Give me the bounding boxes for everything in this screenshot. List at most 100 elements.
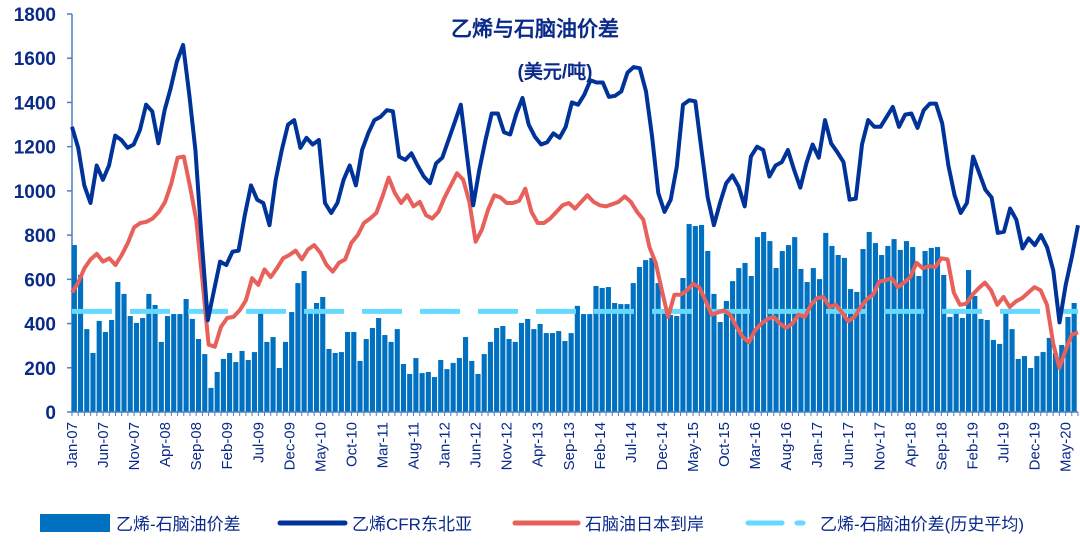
spread-bar <box>736 268 742 412</box>
spread-bar <box>754 237 760 412</box>
spread-bar <box>90 352 96 412</box>
spread-bar <box>146 293 152 412</box>
spread-bar <box>109 320 115 412</box>
spread-bar <box>158 341 164 412</box>
spread-bar <box>885 245 891 412</box>
line-series <box>70 43 1080 370</box>
x-tick-label: Dec-14 <box>654 422 671 470</box>
spread-bar <box>382 335 388 412</box>
spread-bar <box>351 331 357 412</box>
spread-bar <box>494 327 500 412</box>
spread-bar <box>357 360 363 412</box>
spread-bar <box>214 371 220 412</box>
spread-bar <box>872 243 878 412</box>
spread-bar <box>84 329 90 412</box>
spread-bar <box>450 362 456 412</box>
spread-bar <box>618 304 624 412</box>
chart-subtitle: (美元/吨) <box>518 60 593 83</box>
spread-bar <box>934 247 941 412</box>
spread-bar <box>121 293 127 412</box>
x-tick-label: Jan-07 <box>64 422 81 468</box>
x-tick-label: Jan-12 <box>437 422 454 468</box>
spread-bar <box>928 247 934 412</box>
spread-bar <box>556 331 562 412</box>
spread-bar <box>313 302 320 412</box>
spread-bar <box>612 302 618 412</box>
spread-bar <box>854 291 860 412</box>
spread-bar <box>730 281 736 412</box>
spread-bar <box>624 304 630 412</box>
legend-label-naphtha: 石脑油日本到岸 <box>585 515 704 534</box>
spread-bar <box>910 247 916 412</box>
spread-bar <box>1046 337 1052 412</box>
spread-bar <box>903 241 910 412</box>
spread-bar <box>1065 316 1071 412</box>
naphtha-line <box>70 154 1079 370</box>
x-tick-label: Jul-19 <box>995 422 1012 463</box>
spread-bar <box>966 270 972 412</box>
x-tick-label: Sep-18 <box>933 422 950 470</box>
spread-bar <box>531 329 537 412</box>
x-tick-label: Jun-17 <box>840 422 857 468</box>
spread-bar <box>245 360 251 412</box>
spread-bar <box>171 314 177 412</box>
spread-bar <box>581 314 587 412</box>
spread-bar <box>177 314 183 412</box>
y-tick-label: 600 <box>24 270 56 291</box>
y-tick-label: 1200 <box>14 138 56 159</box>
y-tick-label: 1600 <box>14 49 56 70</box>
x-tick-label: Nov-07 <box>126 422 143 470</box>
spread-bar <box>1059 345 1065 412</box>
spread-bar <box>202 354 208 412</box>
spread-bar <box>916 276 922 412</box>
y-tick-label: 800 <box>24 226 56 247</box>
spread-bar <box>1052 352 1059 412</box>
spread-bar <box>1028 367 1034 412</box>
y-tick-label: 1000 <box>14 182 56 203</box>
spread-bar <box>332 352 338 412</box>
spread-bar <box>1071 302 1077 412</box>
spread-bar <box>431 377 438 412</box>
y-tick-label: 200 <box>24 359 56 380</box>
spread-bar <box>195 339 202 412</box>
spread-bar <box>972 295 978 412</box>
spread-bar <box>587 314 593 412</box>
spread-bar <box>990 339 996 412</box>
spread-bar <box>301 270 307 412</box>
spread-bar <box>96 320 102 412</box>
spread-bar <box>363 339 369 412</box>
spread-bar <box>630 283 636 412</box>
spread-bar <box>798 268 804 412</box>
spread-bar <box>823 232 829 412</box>
chart-title: 乙烯与石脑油价差 <box>451 17 619 41</box>
x-tick-label: Oct-15 <box>716 422 733 467</box>
spread-bar <box>220 358 226 412</box>
spread-bar <box>593 285 599 412</box>
spread-bar <box>376 318 382 412</box>
x-tick-label: Apr-18 <box>902 422 919 467</box>
x-tick-label: Mar-16 <box>747 422 764 470</box>
x-tick-label: Mar-11 <box>374 422 391 468</box>
spread-bar <box>463 337 469 412</box>
spread-bar <box>537 323 543 412</box>
y-tick-label: 1800 <box>14 5 56 26</box>
spread-bar <box>711 293 717 412</box>
x-tick-label: Nov-17 <box>871 422 888 470</box>
spread-bar <box>605 287 611 412</box>
spread-bar <box>164 316 171 412</box>
spread-bar <box>140 318 146 412</box>
spread-bar <box>767 241 773 412</box>
spread-bar <box>102 331 108 412</box>
spread-bar <box>674 316 680 412</box>
y-tick-label: 0 <box>45 403 56 424</box>
spread-bar <box>698 224 705 412</box>
spread-bar <box>922 251 928 412</box>
spread-bar <box>413 358 419 412</box>
spread-bar <box>276 367 282 412</box>
spread-bar <box>829 245 835 412</box>
spread-bar <box>643 260 649 412</box>
spread-bar <box>133 322 140 412</box>
spread-bar <box>984 320 990 412</box>
spread-bar <box>518 322 525 412</box>
